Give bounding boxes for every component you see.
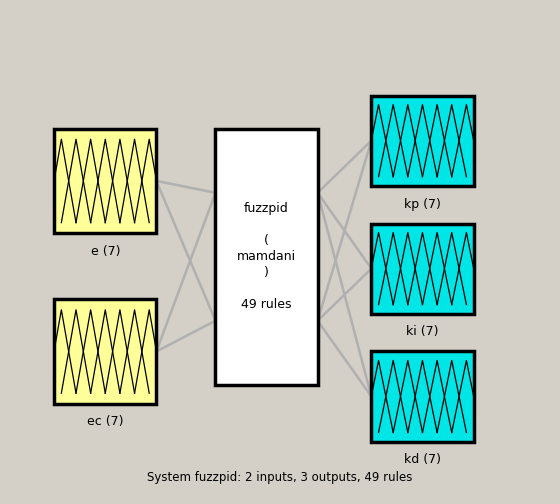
- Bar: [371, 351, 474, 442]
- Bar: [54, 129, 156, 233]
- Bar: [54, 299, 156, 404]
- Text: kp (7): kp (7): [404, 198, 441, 211]
- Bar: [371, 96, 474, 185]
- Bar: [54, 129, 156, 233]
- Bar: [371, 351, 474, 442]
- Bar: [371, 96, 474, 185]
- Text: kd (7): kd (7): [404, 454, 441, 466]
- Bar: [54, 299, 156, 404]
- Text: e (7): e (7): [91, 245, 120, 258]
- Text: fuzzpid

(
mamdani
)

49 rules: fuzzpid ( mamdani ) 49 rules: [237, 202, 296, 311]
- Text: ki (7): ki (7): [406, 326, 438, 338]
- Bar: [371, 224, 474, 313]
- Text: ec (7): ec (7): [87, 415, 124, 428]
- Bar: [371, 224, 474, 313]
- Bar: [216, 129, 318, 385]
- Text: System fuzzpid: 2 inputs, 3 outputs, 49 rules: System fuzzpid: 2 inputs, 3 outputs, 49 …: [147, 471, 413, 484]
